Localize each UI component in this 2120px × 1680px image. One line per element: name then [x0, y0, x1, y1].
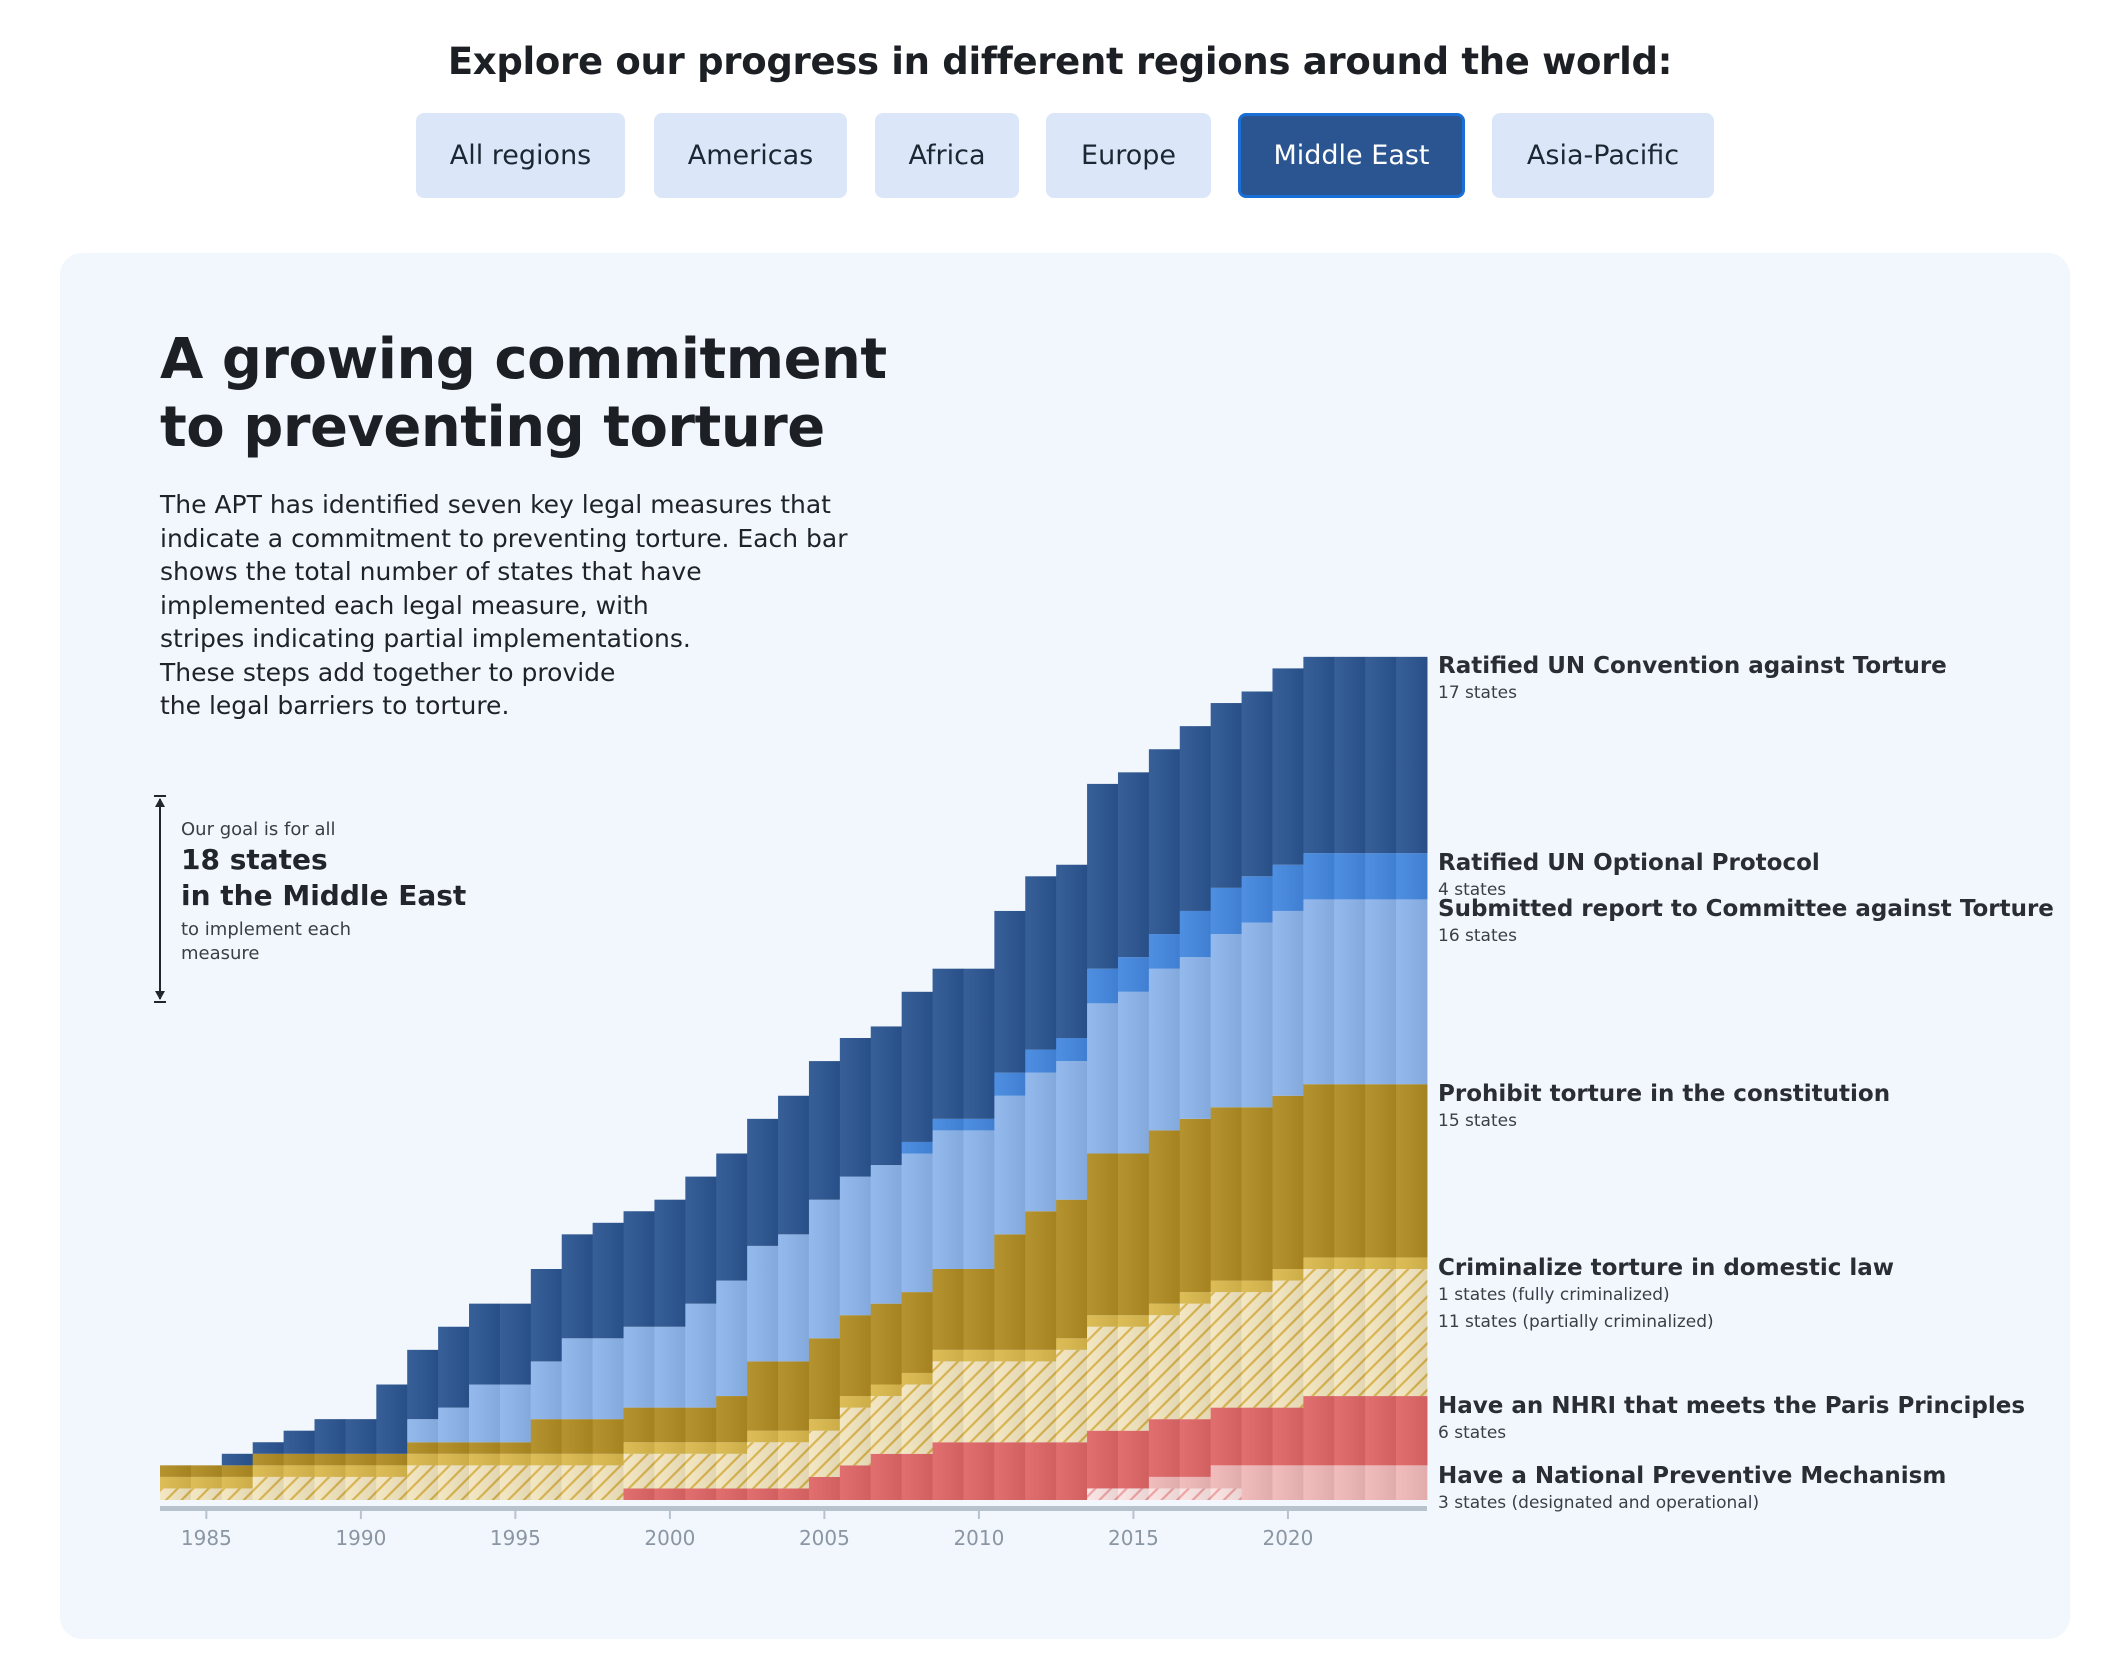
- bar-shade-1991: [376, 1384, 408, 1500]
- series-label-count: 3 states (designated and operational): [1438, 1493, 1760, 1513]
- bar-shade-2002: [716, 1153, 748, 1500]
- bar-shade-2018: [1210, 703, 1242, 1500]
- x-tick-label: 1985: [181, 1526, 232, 1550]
- series-label-count: 6 states: [1438, 1423, 1507, 1443]
- region-selector-heading: Explore our progress in different region…: [447, 40, 1673, 83]
- description-line: implemented each legal measure, with: [160, 590, 649, 620]
- series-label-title: Submitted report to Committee against To…: [1438, 896, 2054, 922]
- series-label-title: Prohibit torture in the constitution: [1438, 1081, 1891, 1107]
- bar-shade-1996: [530, 1269, 562, 1500]
- goal-annotation: Our goal is for all 18 states in the Mid…: [181, 818, 466, 966]
- bar-shade-2004: [778, 1095, 809, 1500]
- bar-shade-1990: [345, 1419, 377, 1500]
- bar-shade-1993: [438, 1326, 470, 1500]
- x-axis-line: [160, 1506, 1427, 1511]
- chart-description: The APT has identified seven key legal m…: [160, 488, 848, 723]
- bar-shade-2016: [1148, 749, 1180, 1500]
- series-label-title: Ratified UN Optional Protocol: [1438, 850, 1820, 876]
- bar-shade-2003: [747, 1118, 779, 1500]
- goal-count: 18 states: [181, 843, 328, 876]
- bar-shade-2007: [870, 1026, 902, 1500]
- bar-shade-2014: [1087, 783, 1118, 1500]
- bar-shade-1998: [592, 1222, 624, 1500]
- series-label-uncat: Ratified UN Convention against Torture 17…: [1438, 652, 1947, 707]
- region-button-europe[interactable]: Europe: [1046, 113, 1211, 198]
- description-line: These steps add together to provide: [160, 657, 616, 687]
- bar-shade-2010: [963, 968, 995, 1500]
- bar-shade-1986: [221, 1453, 253, 1500]
- series-label-title: Have a National Preventive Mechanism: [1438, 1463, 1947, 1489]
- series-label-count: 17 states: [1438, 683, 1517, 703]
- description-line: shows the total number of states that ha…: [160, 557, 702, 586]
- bar-shade-2015: [1117, 772, 1149, 1500]
- series-label-title: Ratified UN Convention against Torture: [1438, 653, 1947, 679]
- description-line: indicate a commitment to preventing tort…: [160, 523, 848, 553]
- series-label-cat-report: Submitted report to Committee against To…: [1438, 895, 2054, 950]
- bar-shade-2019: [1241, 691, 1273, 1500]
- bar-shade-2011: [994, 910, 1026, 1500]
- bar-shade-1999: [623, 1211, 655, 1500]
- bar-shade-2017: [1179, 726, 1211, 1500]
- description-line: The APT has identified seven key legal m…: [160, 490, 831, 519]
- series-label-title: Criminalize torture in domestic law: [1438, 1255, 1895, 1281]
- goal-range-arrow-icon: [154, 795, 166, 1003]
- bar-shade-1985: [190, 1465, 222, 1500]
- goal-intro: Our goal is for all: [181, 819, 336, 840]
- bar-shade-2024: [1396, 656, 1427, 1500]
- bar-shade-2020: [1272, 668, 1304, 1500]
- series-label-constitution: Prohibit torture in the constitution 15 s…: [1438, 1080, 1890, 1135]
- x-tick-label: 2000: [644, 1526, 695, 1550]
- series-label-count: 16 states: [1438, 926, 1517, 946]
- region-button-middle-east[interactable]: Middle East: [1238, 113, 1465, 198]
- bar-shade-2021: [1303, 656, 1335, 1500]
- bar-shade-2009: [932, 968, 964, 1500]
- bar-shade-2013: [1056, 864, 1088, 1500]
- series-label-opcat: Ratified UN Optional Protocol 4 states: [1438, 849, 1820, 904]
- bar-shade-2012: [1025, 876, 1057, 1500]
- bar-shade-1992: [407, 1349, 439, 1500]
- bar-shade-1997: [561, 1234, 593, 1500]
- bar-shade-2006: [839, 1038, 871, 1500]
- goal-outro: measure: [181, 943, 260, 964]
- region-button-all[interactable]: All regions: [416, 113, 625, 198]
- series-label-count: 1 states (fully criminalized): [1438, 1285, 1670, 1305]
- description-line: stripes indicating partial implementatio…: [160, 624, 691, 653]
- bar-shade-1989: [314, 1419, 346, 1500]
- bar-shade-1988: [283, 1430, 315, 1500]
- region-button-asia-pacific[interactable]: Asia-Pacific: [1492, 113, 1714, 198]
- bar-shade-1994: [469, 1303, 500, 1500]
- series-label-title: Have an NHRI that meets the Paris Princi…: [1438, 1393, 2026, 1419]
- goal-region: in the Middle East: [181, 879, 467, 912]
- series-label-count: 11 states (partially criminalized): [1438, 1312, 1714, 1332]
- title-line: A growing commitment: [160, 327, 887, 392]
- bar-shade-2005: [808, 1061, 840, 1500]
- x-tick-label: 1995: [490, 1526, 541, 1550]
- description-line: the legal barriers to torture.: [160, 691, 510, 720]
- series-label-crim: Criminalize torture in domestic law 1 sta…: [1438, 1254, 1894, 1336]
- bar-shade-2008: [901, 991, 933, 1500]
- region-button-africa[interactable]: Africa: [875, 113, 1019, 198]
- series-label-npm: Have a National Preventive Mechanism 3 st…: [1438, 1462, 1946, 1517]
- bar-shade-1987: [252, 1442, 284, 1500]
- x-tick-label: 2005: [799, 1526, 850, 1550]
- bar-shade-1995: [499, 1303, 531, 1500]
- goal-outro: to implement each: [181, 919, 352, 940]
- title-line: to preventing torture: [160, 395, 825, 460]
- x-tick-label: 2020: [1262, 1526, 1313, 1550]
- region-button-americas[interactable]: Americas: [654, 113, 847, 198]
- x-tick-label: 2015: [1108, 1526, 1159, 1550]
- chart-title: A growing commitment to preventing tortu…: [160, 326, 887, 462]
- bar-shade-2022: [1334, 656, 1366, 1500]
- series-label-count: 15 states: [1438, 1111, 1517, 1131]
- bar-shade-2000: [654, 1199, 686, 1500]
- bar-shade-2023: [1365, 656, 1397, 1500]
- x-tick-label: 1990: [335, 1526, 386, 1550]
- bar-shade-1984: [160, 1465, 191, 1500]
- bar-shade-2001: [685, 1176, 717, 1500]
- series-label-count: 4 states: [1438, 880, 1507, 900]
- x-tick-label: 2010: [953, 1526, 1004, 1550]
- series-label-nhri: Have an NHRI that meets the Paris Princi…: [1438, 1392, 2025, 1447]
